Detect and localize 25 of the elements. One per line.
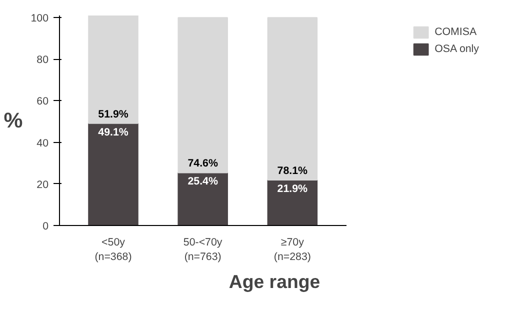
bar <box>178 17 228 174</box>
data-label: 51.9% <box>98 108 129 120</box>
legend-label: OSA only <box>434 43 479 55</box>
y-tick-label: 60 <box>36 96 49 108</box>
bar <box>267 17 318 180</box>
y-tick-label: 40 <box>36 137 49 150</box>
data-label: 78.1% <box>277 164 308 177</box>
bar <box>267 179 318 226</box>
x-tick-label: 50-<70y (n=763) <box>183 236 223 263</box>
x-tick-label: ≥70y (n=283) <box>274 236 311 263</box>
y-axis-title: % <box>4 108 23 132</box>
x-tick-label: <50y (n=368) <box>94 236 132 263</box>
data-label: 25.4% <box>188 176 218 188</box>
data-label: 21.9% <box>277 182 308 195</box>
bar <box>88 16 138 124</box>
bar <box>88 122 138 226</box>
y-tick-label: 100 <box>30 12 49 25</box>
legend-label: COMISA <box>434 26 477 38</box>
y-tick-label: 20 <box>36 178 49 191</box>
data-label: 49.1% <box>98 126 129 138</box>
y-tick-label: 0 <box>42 220 49 232</box>
y-tick-label: 80 <box>36 54 49 66</box>
data-label: 74.6% <box>188 158 218 170</box>
bar <box>178 172 228 226</box>
x-axis-title: Age range <box>228 270 320 292</box>
